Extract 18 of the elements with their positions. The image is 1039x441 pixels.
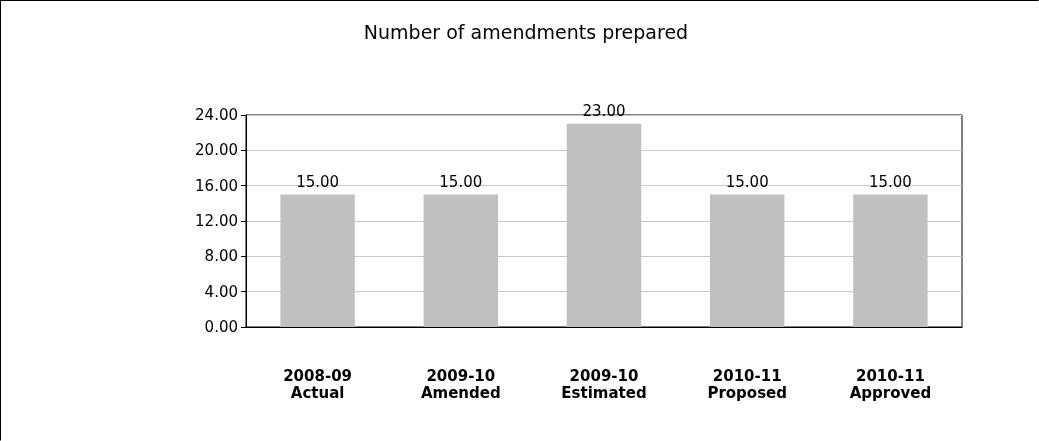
data-label: 23.00	[582, 102, 626, 121]
data-label: 15.00	[725, 173, 769, 191]
x-tick-label: 2008-09 Actual	[283, 366, 353, 402]
chart-title: Number of amendments prepared	[363, 20, 689, 43]
x-tick-label: 2010-11 Proposed	[707, 366, 787, 402]
y-tick-label: 20.00	[195, 141, 238, 160]
x-tick-label: 2009-10 Estimated	[561, 366, 647, 402]
y-tick-label: 4.00	[204, 282, 238, 301]
data-label: 15.00	[439, 173, 483, 191]
y-tick-label: 0.00	[204, 318, 238, 336]
y-tick-label: 16.00	[195, 176, 238, 195]
y-tick-label: 12.00	[195, 212, 238, 230]
y-tick-label: 24.00	[195, 106, 238, 124]
data-label: 15.00	[296, 173, 340, 191]
data-label: 15.00	[868, 173, 912, 191]
x-tick-label: 2010-11 Approved	[849, 366, 932, 402]
x-tick-label: 2009-10 Amended	[420, 366, 501, 402]
y-tick-label: 8.00	[204, 247, 238, 266]
